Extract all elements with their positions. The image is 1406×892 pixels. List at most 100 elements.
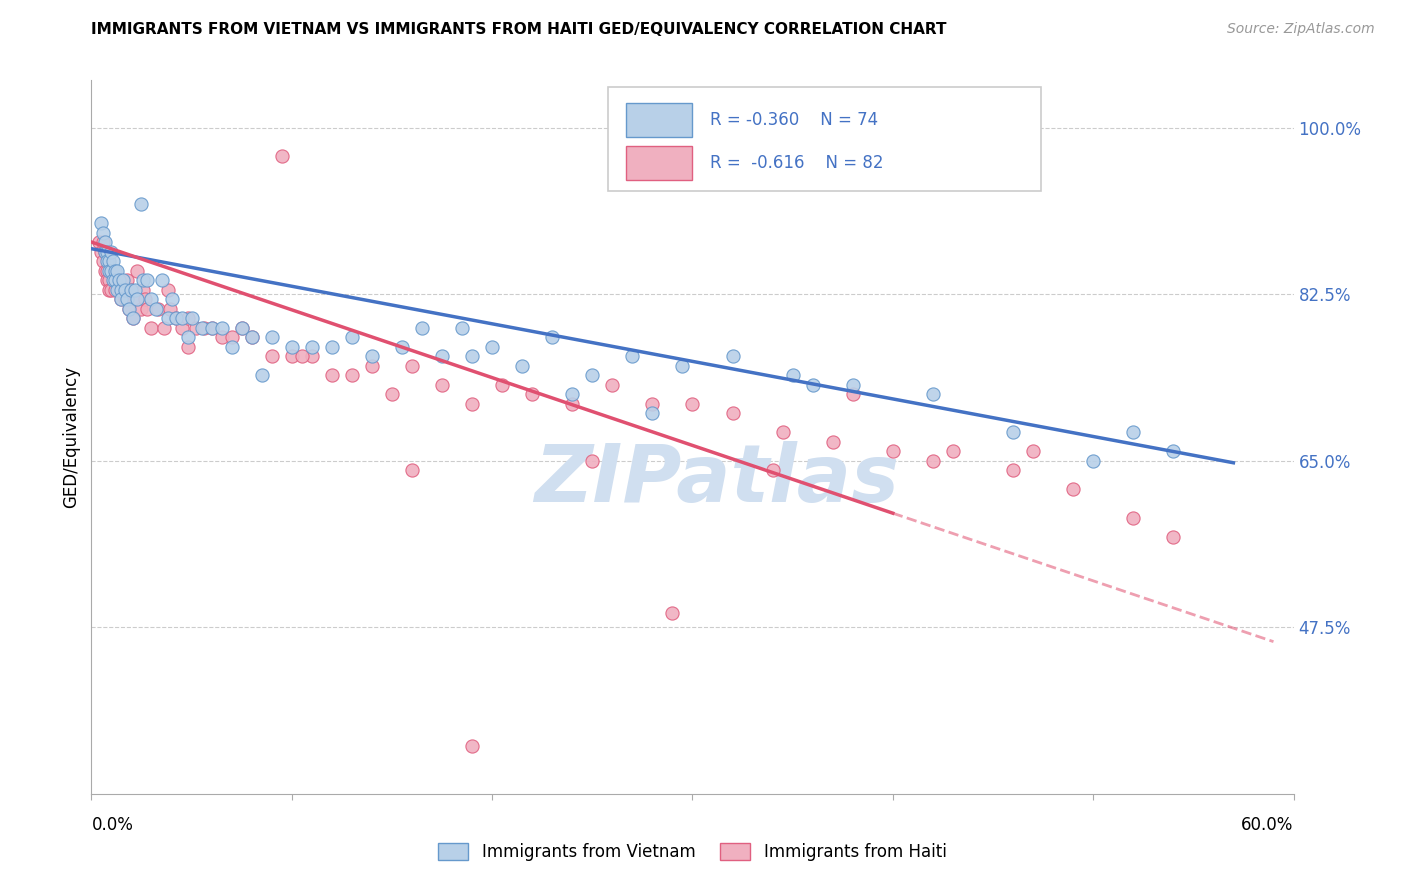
Point [112,273,135,287]
Point [581,368,603,383]
Point [221,340,243,354]
Point [762,463,785,477]
Point [321,340,343,354]
Point [461,349,484,363]
Point [360,349,382,363]
Point [184,320,207,334]
Text: IMMIGRANTS FROM VIETNAM VS IMMIGRANTS FROM HAITI GED/EQUIVALENCY CORRELATION CHA: IMMIGRANTS FROM VIETNAM VS IMMIGRANTS FR… [91,22,946,37]
Point [401,359,423,373]
Point [170,311,193,326]
Point [96,263,118,277]
Point [602,377,624,392]
Point [98,283,121,297]
Point [94,244,117,259]
Point [107,273,129,287]
Point [260,349,283,363]
Point [176,340,198,354]
Point [270,149,292,163]
Point [1062,483,1084,497]
Point [127,263,149,277]
Point [240,330,263,344]
Point [821,434,844,449]
Point [240,330,263,344]
Point [481,340,503,354]
Point [127,292,149,306]
Point [98,263,121,277]
Text: R =  -0.616    N = 82: R = -0.616 N = 82 [710,154,884,172]
Point [100,244,122,259]
Point [1083,454,1105,468]
Point [152,320,174,334]
Point [801,377,824,392]
FancyBboxPatch shape [609,87,1040,191]
Point [118,301,141,316]
Point [159,301,181,316]
Point [110,292,132,306]
Point [160,292,183,306]
Point [124,292,146,306]
Point [93,254,115,268]
Point [281,340,304,354]
Point [360,359,382,373]
Y-axis label: GED/Equivalency: GED/Equivalency [62,366,80,508]
Point [132,283,155,297]
Point [491,377,513,392]
Point [641,406,664,420]
Point [1163,530,1185,544]
Point [107,283,129,297]
Point [391,340,413,354]
Point [136,301,159,316]
Point [93,226,115,240]
Point [301,349,323,363]
Point [681,397,703,411]
Point [100,263,122,277]
Point [110,283,132,297]
Point [131,301,153,316]
Point [114,283,136,297]
Point [522,387,544,401]
Point [201,320,224,334]
Point [110,273,132,287]
Point [89,235,111,249]
Point [430,377,453,392]
Point [1122,425,1144,440]
Point [94,244,117,259]
Point [411,320,433,334]
Point [841,387,863,401]
Point [260,330,283,344]
Text: ZIPatlas: ZIPatlas [534,441,898,519]
Point [922,454,945,468]
Point [132,273,155,287]
Point [211,330,233,344]
Point [118,301,141,316]
Point [381,387,404,401]
Point [165,311,187,326]
Point [117,292,139,306]
Point [321,368,343,383]
Point [141,292,163,306]
Point [94,235,117,249]
Point [108,283,131,297]
Point [301,340,323,354]
Point [145,301,167,316]
Point [281,349,304,363]
Point [1001,463,1024,477]
Point [621,349,644,363]
Point [100,283,122,297]
Point [170,320,193,334]
Point [430,349,453,363]
Point [231,320,253,334]
Point [98,273,121,287]
Point [96,273,118,287]
Point [103,263,125,277]
Point [131,197,153,211]
Point [156,311,179,326]
Point [1001,425,1024,440]
Point [104,273,127,287]
Point [772,425,794,440]
Point [231,320,253,334]
Point [541,330,564,344]
Point [922,387,945,401]
Point [641,397,664,411]
Point [451,320,474,334]
